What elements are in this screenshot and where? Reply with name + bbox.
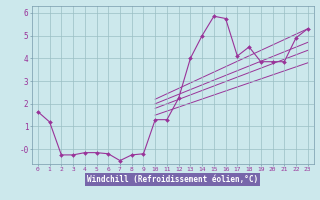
- X-axis label: Windchill (Refroidissement éolien,°C): Windchill (Refroidissement éolien,°C): [87, 175, 258, 184]
